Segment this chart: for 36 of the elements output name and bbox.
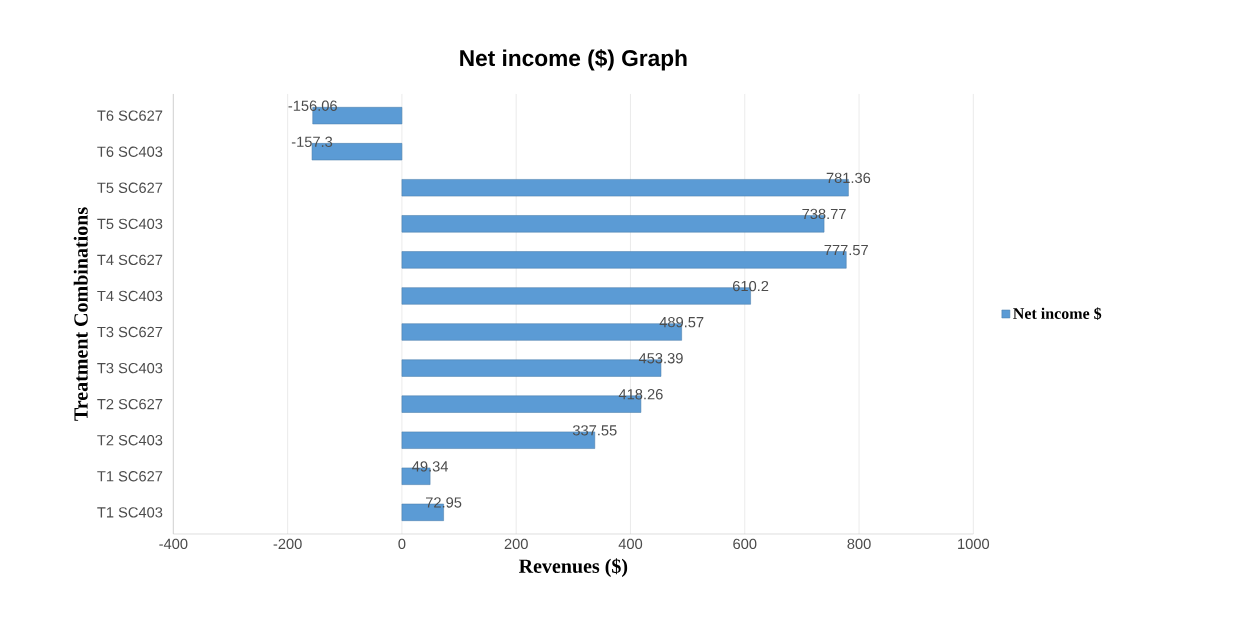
chart-title: Net income ($) Graph	[460, 49, 687, 71]
y-tick-label: T5 SC627	[97, 182, 163, 193]
legend-label: Net income $	[1013, 307, 1102, 320]
y-tick-label: T4 SC627	[97, 254, 163, 266]
x-axis-title: Revenues ($)	[518, 558, 628, 577]
data-label: 49.34	[412, 461, 449, 472]
data-label: 72.95	[426, 497, 462, 508]
y-tick-label: T4 SC403	[97, 290, 163, 302]
data-label: 418.26	[618, 389, 663, 400]
data-label: -157.3	[291, 136, 333, 147]
y-tick-label: T2 SC627	[97, 398, 163, 410]
y-axis-title: Treatment Combinations	[73, 207, 88, 421]
data-label: 453.39	[638, 353, 683, 364]
y-tick-label: T1 SC627	[97, 471, 163, 482]
data-label: 777.57	[824, 244, 868, 256]
data-label: 738.77	[802, 208, 846, 220]
x-tick-label: 400	[618, 538, 643, 550]
x-tick-label: 800	[847, 538, 871, 550]
x-tick-label: -200	[273, 538, 302, 550]
data-label: -156.06	[288, 100, 337, 111]
y-tick-label: T2 SC403	[97, 435, 163, 446]
x-tick-label: -400	[159, 538, 188, 550]
x-tick-label: 600	[733, 538, 757, 550]
x-tick-label: 1000	[958, 538, 990, 550]
y-tick-label: T6 SC403	[97, 146, 163, 157]
y-tick-label: T3 SC627	[97, 326, 163, 338]
y-tick-label: T3 SC403	[97, 362, 163, 374]
x-tick-label: 200	[504, 538, 528, 550]
y-tick-label: T1 SC403	[97, 507, 163, 518]
x-tick-label: 0	[398, 538, 406, 550]
y-tick-label: T6 SC627	[97, 110, 163, 121]
data-label: 781.36	[826, 172, 871, 184]
y-tick-label: T5 SC403	[97, 218, 163, 230]
data-label: 610.2	[733, 280, 769, 292]
data-label: 489.57	[659, 316, 704, 328]
data-label: 337.55	[572, 425, 617, 436]
